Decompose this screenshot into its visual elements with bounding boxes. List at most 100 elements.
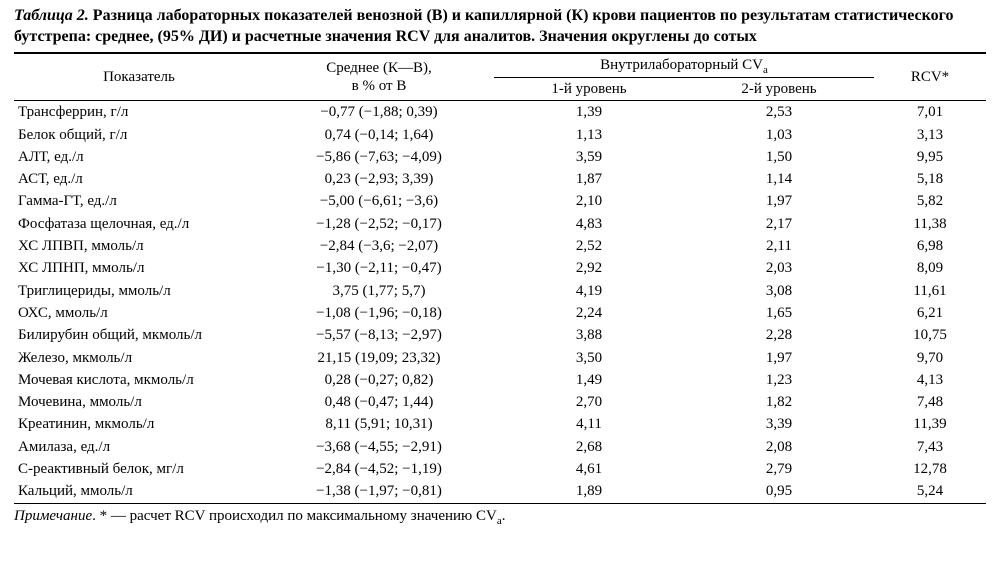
cell-rcv: 11,38 — [874, 213, 986, 235]
table-row: Трансферрин, г/л−0,77 (−1,88; 0,39)1,392… — [14, 101, 986, 124]
table-row: ХС ЛПВП, ммоль/л−2,84 (−3,6; −2,07)2,522… — [14, 235, 986, 257]
cell-mean: −2,84 (−4,52; −1,19) — [264, 458, 494, 480]
col-header-cv-sub: a — [763, 64, 768, 76]
cell-level1: 4,61 — [494, 458, 684, 480]
cell-mean: 0,23 (−2,93; 3,39) — [264, 168, 494, 190]
col-header-level1: 1-й уровень — [494, 78, 684, 101]
cell-level2: 2,08 — [684, 436, 874, 458]
cell-rcv: 5,18 — [874, 168, 986, 190]
cell-rcv: 11,61 — [874, 280, 986, 302]
cell-indicator: Триглицериды, ммоль/л — [14, 280, 264, 302]
table-row: Кальций, ммоль/л−1,38 (−1,97; −0,81)1,89… — [14, 480, 986, 503]
footnote-after: . — [502, 508, 506, 524]
caption-lead: Таблица 2. — [14, 7, 89, 24]
cell-mean: −5,00 (−6,61; −3,6) — [264, 190, 494, 212]
col-header-mean-line2: в % от В — [352, 78, 407, 94]
cell-mean: −1,38 (−1,97; −0,81) — [264, 480, 494, 503]
cell-rcv: 3,13 — [874, 124, 986, 146]
cell-level1: 2,92 — [494, 257, 684, 279]
cell-rcv: 6,21 — [874, 302, 986, 324]
table-row: Амилаза, ед./л−3,68 (−4,55; −2,91)2,682,… — [14, 436, 986, 458]
table-row: Мочевая кислота, мкмоль/л0,28 (−0,27; 0,… — [14, 369, 986, 391]
table-row: ХС ЛПНП, ммоль/л−1,30 (−2,11; −0,47)2,92… — [14, 257, 986, 279]
cell-level1: 2,10 — [494, 190, 684, 212]
cell-rcv: 6,98 — [874, 235, 986, 257]
cell-rcv: 4,13 — [874, 369, 986, 391]
cell-level1: 1,87 — [494, 168, 684, 190]
cell-level1: 1,13 — [494, 124, 684, 146]
cell-mean: 0,74 (−0,14; 1,64) — [264, 124, 494, 146]
cell-level2: 1,23 — [684, 369, 874, 391]
cell-level1: 3,50 — [494, 347, 684, 369]
cell-level1: 3,88 — [494, 324, 684, 346]
table-row: Белок общий, г/л0,74 (−0,14; 1,64)1,131,… — [14, 124, 986, 146]
table-row: Триглицериды, ммоль/л3,75 (1,77; 5,7)4,1… — [14, 280, 986, 302]
col-header-indicator: Показатель — [14, 53, 264, 101]
cell-mean: −5,86 (−7,63; −4,09) — [264, 146, 494, 168]
cell-rcv: 10,75 — [874, 324, 986, 346]
cell-level2: 0,95 — [684, 480, 874, 503]
cell-level1: 1,39 — [494, 101, 684, 124]
cell-level1: 1,89 — [494, 480, 684, 503]
page: Таблица 2. Разница лабораторных показате… — [0, 0, 1000, 571]
table-body: Трансферрин, г/л−0,77 (−1,88; 0,39)1,392… — [14, 101, 986, 503]
table-row: Железо, мкмоль/л21,15 (19,09; 23,32)3,50… — [14, 347, 986, 369]
cell-level1: 2,68 — [494, 436, 684, 458]
cell-indicator: Трансферрин, г/л — [14, 101, 264, 124]
cell-indicator: Амилаза, ед./л — [14, 436, 264, 458]
table-row: Фосфатаза щелочная, ед./л−1,28 (−2,52; −… — [14, 213, 986, 235]
cell-level1: 4,83 — [494, 213, 684, 235]
table-row: Креатинин, мкмоль/л8,11 (5,91; 10,31)4,1… — [14, 413, 986, 435]
table-row: Мочевина, ммоль/л0,48 (−0,47; 1,44)2,701… — [14, 391, 986, 413]
caption-body: Разница лабораторных показателей венозно… — [14, 7, 954, 45]
cell-rcv: 7,01 — [874, 101, 986, 124]
cell-mean: −1,08 (−1,96; −0,18) — [264, 302, 494, 324]
cell-level1: 3,59 — [494, 146, 684, 168]
footnote-lead: Примечание — [14, 508, 92, 524]
cell-indicator: ОХС, ммоль/л — [14, 302, 264, 324]
col-header-rcv: RCV* — [874, 53, 986, 101]
col-header-cv-group: Внутрилабораторный CVa — [494, 53, 874, 78]
cell-level1: 4,11 — [494, 413, 684, 435]
table-row: АЛТ, ед./л−5,86 (−7,63; −4,09)3,591,509,… — [14, 146, 986, 168]
cell-level1: 2,70 — [494, 391, 684, 413]
cell-rcv: 12,78 — [874, 458, 986, 480]
col-header-level2: 2-й уровень — [684, 78, 874, 101]
col-header-cv-text: Внутрилабораторный CV — [600, 57, 763, 73]
cell-indicator: Билирубин общий, мкмоль/л — [14, 324, 264, 346]
cell-level2: 2,11 — [684, 235, 874, 257]
cell-indicator: АЛТ, ед./л — [14, 146, 264, 168]
cell-level1: 1,49 — [494, 369, 684, 391]
table-row: ОХС, ммоль/л−1,08 (−1,96; −0,18)2,241,65… — [14, 302, 986, 324]
cell-level2: 1,14 — [684, 168, 874, 190]
cell-indicator: Гамма-ГТ, ед./л — [14, 190, 264, 212]
cell-level2: 1,97 — [684, 347, 874, 369]
footnote-before: . * — расчет RCV происходил по максималь… — [92, 508, 497, 524]
cell-mean: 0,48 (−0,47; 1,44) — [264, 391, 494, 413]
table-row: С-реактивный белок, мг/л−2,84 (−4,52; −1… — [14, 458, 986, 480]
cell-rcv: 11,39 — [874, 413, 986, 435]
cell-mean: 8,11 (5,91; 10,31) — [264, 413, 494, 435]
cell-mean: 3,75 (1,77; 5,7) — [264, 280, 494, 302]
cell-level2: 3,39 — [684, 413, 874, 435]
cell-indicator: ХС ЛПВП, ммоль/л — [14, 235, 264, 257]
cell-level1: 2,52 — [494, 235, 684, 257]
cell-level1: 2,24 — [494, 302, 684, 324]
cell-mean: 21,15 (19,09; 23,32) — [264, 347, 494, 369]
cell-rcv: 5,82 — [874, 190, 986, 212]
cell-mean: −2,84 (−3,6; −2,07) — [264, 235, 494, 257]
cell-indicator: Мочевина, ммоль/л — [14, 391, 264, 413]
col-header-mean-line1: Среднее (К—В), — [326, 60, 431, 76]
cell-mean: 0,28 (−0,27; 0,82) — [264, 369, 494, 391]
cell-level2: 3,08 — [684, 280, 874, 302]
cell-level2: 2,79 — [684, 458, 874, 480]
cell-rcv: 5,24 — [874, 480, 986, 503]
cell-rcv: 9,70 — [874, 347, 986, 369]
cell-indicator: Белок общий, г/л — [14, 124, 264, 146]
cell-mean: −1,28 (−2,52; −0,17) — [264, 213, 494, 235]
cell-level2: 2,53 — [684, 101, 874, 124]
cell-level2: 1,65 — [684, 302, 874, 324]
cell-level2: 2,03 — [684, 257, 874, 279]
table-caption: Таблица 2. Разница лабораторных показате… — [14, 6, 986, 48]
cell-mean: −0,77 (−1,88; 0,39) — [264, 101, 494, 124]
